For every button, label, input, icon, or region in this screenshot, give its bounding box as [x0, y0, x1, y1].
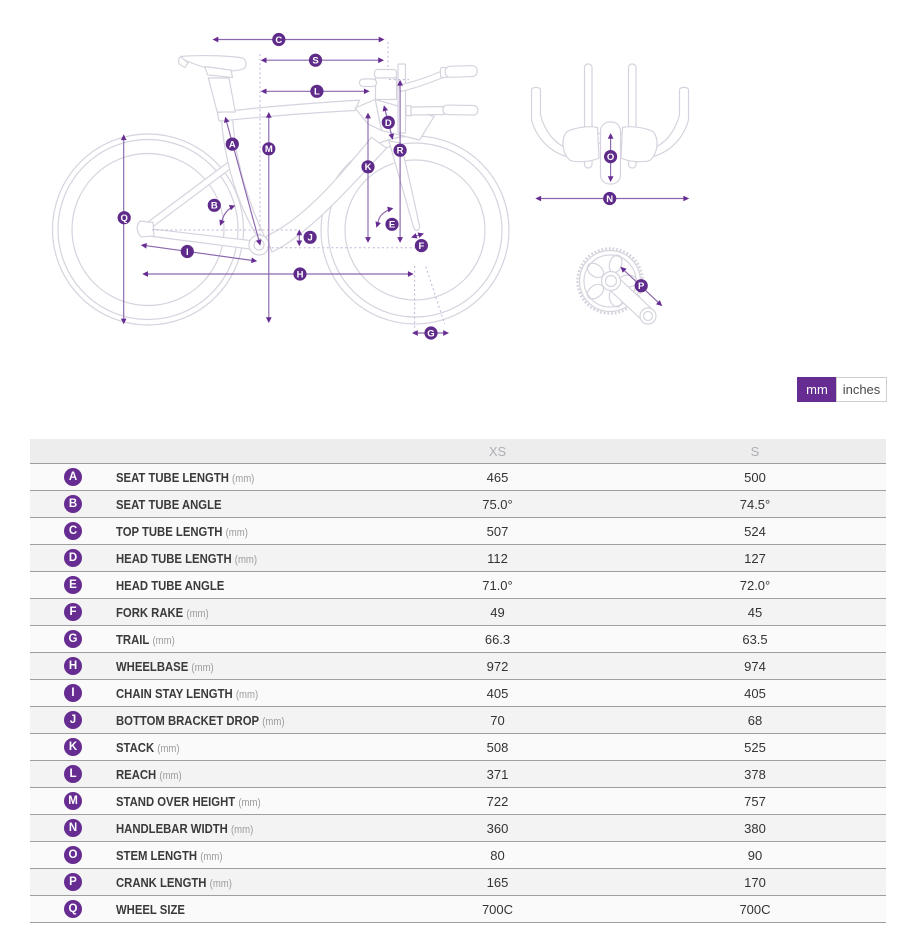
svg-text:F: F — [418, 241, 424, 252]
svg-text:Q: Q — [121, 213, 128, 224]
svg-text:O: O — [607, 152, 614, 163]
svg-text:K: K — [365, 162, 372, 173]
svg-text:D: D — [385, 118, 392, 129]
svg-text:C: C — [275, 35, 282, 46]
svg-text:H: H — [297, 269, 304, 280]
svg-text:B: B — [211, 201, 218, 212]
svg-text:S: S — [312, 56, 318, 67]
svg-text:A: A — [229, 140, 236, 151]
svg-text:P: P — [638, 281, 645, 292]
svg-text:J: J — [307, 233, 312, 244]
svg-text:M: M — [265, 144, 273, 155]
svg-text:L: L — [314, 87, 320, 98]
svg-text:E: E — [389, 220, 395, 231]
svg-text:I: I — [186, 247, 189, 258]
svg-text:R: R — [397, 146, 404, 157]
svg-text:N: N — [606, 194, 613, 205]
svg-text:G: G — [427, 328, 434, 339]
